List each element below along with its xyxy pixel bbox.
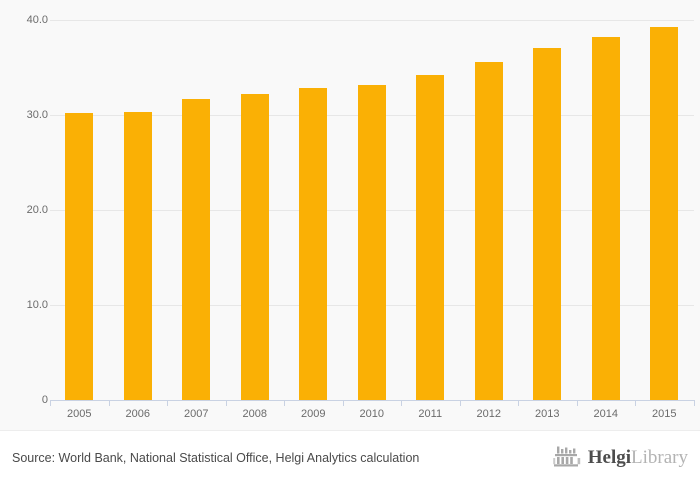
bar-slot (226, 20, 285, 400)
bar-slot (401, 20, 460, 400)
bar[interactable] (533, 47, 562, 400)
bar-series (50, 20, 694, 400)
logo-wordmark: HelgiLibrary (588, 448, 688, 467)
x-tick-mark (342, 400, 344, 406)
bar[interactable] (474, 61, 503, 400)
bar[interactable] (591, 37, 620, 400)
bar[interactable] (357, 84, 386, 400)
gridline-40 (50, 20, 694, 21)
y-tick-label: 30.0 (26, 109, 48, 121)
chart-panel: 40.0 30.0 20.0 10.0 0 (0, 0, 695, 430)
x-tick-label: 2012 (476, 408, 501, 420)
bar-slot (109, 20, 168, 400)
x-tick-label: 2008 (242, 408, 267, 420)
x-tick-mark (401, 400, 402, 406)
x-tick-mark (459, 400, 461, 406)
bar-slot (518, 20, 577, 400)
x-tick-mark (284, 400, 285, 406)
logo-name-primary: Helgi (587, 446, 632, 468)
bar[interactable] (240, 94, 269, 400)
y-tick-label: 20.0 (26, 204, 48, 216)
x-tick-label: 2007 (184, 408, 209, 420)
bar-slot (635, 20, 694, 400)
bar-slot (343, 20, 402, 400)
bar[interactable] (123, 112, 152, 400)
x-tick-label: 2006 (125, 408, 150, 420)
x-tick-mark (635, 400, 636, 406)
x-tick-label: 2009 (301, 408, 326, 420)
bar[interactable] (182, 98, 211, 400)
x-tick-label: 2010 (359, 408, 384, 420)
x-tick-mark (225, 400, 227, 406)
logo-name-secondary: Library (631, 446, 688, 468)
y-tick-label: 40.0 (26, 14, 48, 26)
x-tick-mark (518, 400, 519, 406)
x-tick-label: 2011 (418, 408, 443, 420)
y-tick-label: 10.0 (26, 299, 48, 311)
bar[interactable] (299, 88, 328, 400)
x-tick-mark (693, 400, 695, 406)
bar[interactable] (416, 75, 445, 400)
y-axis: 40.0 30.0 20.0 10.0 0 (0, 0, 48, 430)
bar-slot (50, 20, 109, 400)
bar-slot (284, 20, 343, 400)
x-tick-label: 2014 (593, 408, 618, 420)
x-tick-label: 2005 (67, 408, 92, 420)
source-note: Source: World Bank, National Statistical… (12, 451, 420, 465)
footer-divider (0, 430, 700, 431)
x-tick-mark (576, 400, 578, 406)
bar-slot (577, 20, 636, 400)
library-building-icon (552, 446, 581, 468)
bar-slot (460, 20, 519, 400)
x-axis-line (50, 400, 694, 401)
x-tick-mark (50, 400, 51, 406)
bar-slot (167, 20, 226, 400)
x-tick-mark (108, 400, 110, 406)
x-tick-label: 2015 (652, 408, 677, 420)
bar[interactable] (650, 26, 679, 400)
bar[interactable] (65, 113, 94, 400)
x-axis: 2005 2006 2007 2008 2009 2010 2011 2012 … (50, 400, 695, 430)
x-tick-mark (167, 400, 168, 406)
x-tick-label: 2013 (535, 408, 560, 420)
helgi-library-logo[interactable]: HelgiLibrary (552, 446, 688, 468)
chart-footer: Source: World Bank, National Statistical… (0, 430, 700, 483)
y-tick-label: 0 (41, 394, 48, 406)
